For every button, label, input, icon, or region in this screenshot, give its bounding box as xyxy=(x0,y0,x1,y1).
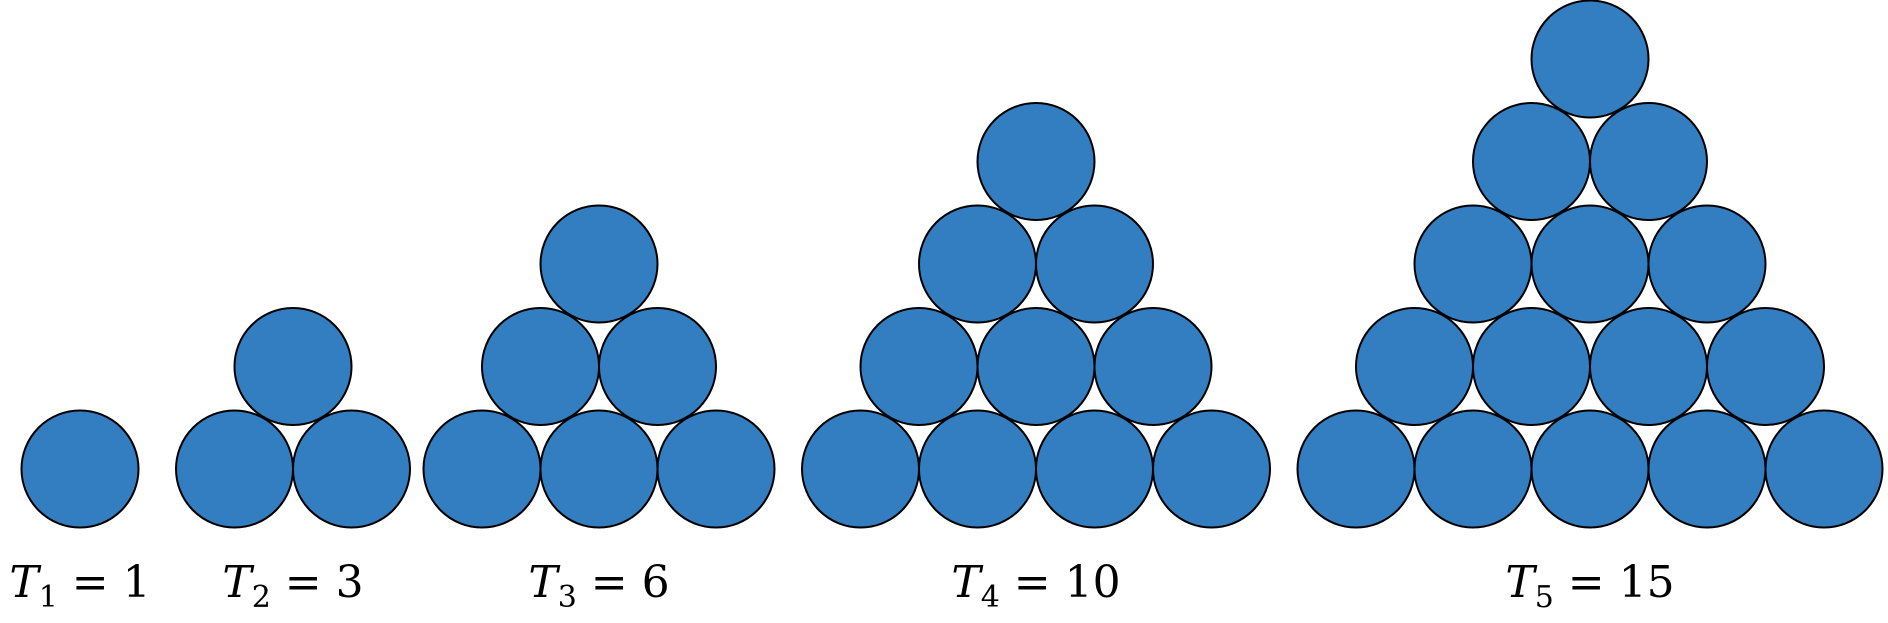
triangle-t2 xyxy=(175,307,411,529)
dot xyxy=(1589,102,1708,221)
dot xyxy=(1472,307,1591,426)
label-t4: T4 = 10 xyxy=(951,557,1120,615)
label-t2-symbol: T xyxy=(222,557,255,608)
dot xyxy=(1764,409,1884,529)
label-t4-symbol: T xyxy=(951,557,984,608)
dot xyxy=(1355,307,1474,426)
dot xyxy=(1530,204,1650,324)
label-t2: T2 = 3 xyxy=(222,557,363,615)
dot xyxy=(1589,307,1708,426)
dot xyxy=(1093,307,1213,426)
dot xyxy=(801,409,920,529)
dot xyxy=(976,102,1096,221)
label-t5-symbol: T xyxy=(1505,557,1538,608)
dot xyxy=(976,307,1096,426)
dot xyxy=(1530,0,1650,119)
label-t4-value: 10 xyxy=(1065,557,1121,608)
dot xyxy=(918,409,1037,529)
dot xyxy=(859,307,979,426)
dot xyxy=(1706,307,1825,426)
label-t3-value: 6 xyxy=(642,557,670,608)
label-t3-symbol: T xyxy=(528,557,561,608)
label-t3: T3 = 6 xyxy=(528,557,669,615)
label-t5: T5 = 15 xyxy=(1505,557,1674,615)
dot xyxy=(1413,409,1533,529)
dot xyxy=(1530,409,1650,529)
dot xyxy=(656,409,776,529)
dot xyxy=(539,409,659,529)
dot xyxy=(1647,204,1767,324)
label-t5-value: 15 xyxy=(1619,557,1675,608)
dot xyxy=(1413,204,1533,324)
dot xyxy=(1647,409,1767,529)
label-t1: T1 = 1 xyxy=(9,557,150,615)
label-t1-value: 1 xyxy=(123,557,151,608)
label-t1-index: 1 xyxy=(39,580,58,615)
dot xyxy=(1035,204,1154,324)
label-t4-index: 4 xyxy=(981,580,1000,615)
triangles xyxy=(20,0,1884,529)
triangle-t4 xyxy=(801,102,1271,529)
dot xyxy=(175,409,294,529)
triangle-t3 xyxy=(422,204,776,529)
dot xyxy=(598,307,717,426)
dot xyxy=(481,307,600,426)
triangle-t1 xyxy=(20,409,140,529)
label-t2-value: 3 xyxy=(336,557,364,608)
dot xyxy=(1472,102,1591,221)
label-t2-index: 2 xyxy=(252,580,271,615)
dot xyxy=(292,409,411,529)
dot xyxy=(1152,409,1271,529)
dot xyxy=(918,204,1037,324)
dot xyxy=(1035,409,1154,529)
dot xyxy=(233,307,353,426)
label-t3-index: 3 xyxy=(558,580,577,615)
label-t5-index: 5 xyxy=(1535,580,1554,615)
dot xyxy=(20,409,140,529)
triangle-t5 xyxy=(1296,0,1884,529)
dot xyxy=(1296,409,1416,529)
dot xyxy=(422,409,542,529)
label-t1-symbol: T xyxy=(9,557,42,608)
dot xyxy=(539,204,659,324)
